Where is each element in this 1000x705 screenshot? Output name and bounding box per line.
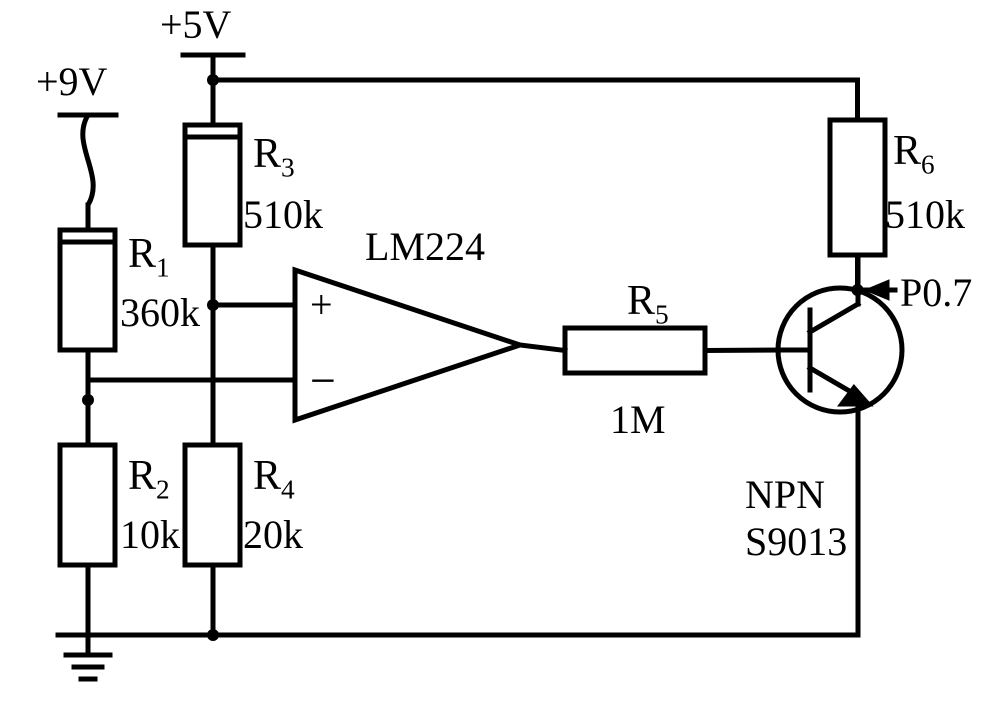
label-npn: NPN [745,475,825,515]
label-r5: R5 [627,280,669,329]
label-opamp: LM224 [365,227,485,267]
label-r2: R2 [128,455,170,504]
label-r3: R3 [253,133,295,182]
label-r1-value: 360k [120,293,200,333]
label-s9013: S9013 [745,522,847,562]
label-r4-value: 20k [243,515,303,555]
label-r3-value: 510k [243,195,323,235]
label-r4: R4 [253,455,295,504]
label-r6-value: 510k [885,195,965,235]
schematic-lines [0,0,1000,705]
label-r5-value: 1M [610,400,666,440]
label-p07: P0.7 [900,273,972,313]
label-r6: R6 [893,130,935,179]
label-r1: R1 [128,233,170,282]
opamp-minus: − [310,358,336,404]
label-v9: +9V [36,62,107,102]
circuit-diagram: +9V +5V R1 360k R2 10k R3 510k R4 20k R5… [0,0,1000,705]
opamp-plus: + [310,285,333,325]
label-r2-value: 10k [120,515,180,555]
label-v5: +5V [160,5,231,45]
